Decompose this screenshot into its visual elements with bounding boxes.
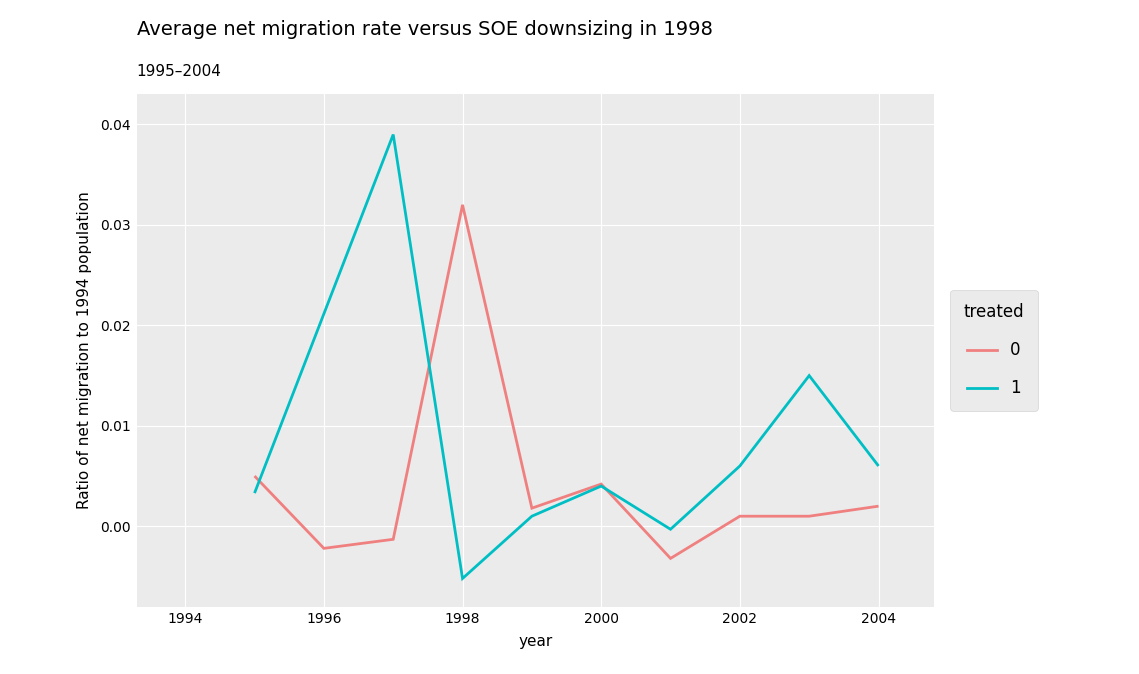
0 [664,554,678,562]
0 [595,480,608,488]
1 [525,512,539,520]
0 [871,502,885,510]
0 [317,545,330,553]
1 [386,131,400,139]
Line: 0: 0 [254,205,878,558]
1 [247,489,261,497]
1 [871,462,885,470]
1 [664,525,678,533]
0 [386,535,400,543]
0 [525,504,539,512]
1 [595,482,608,490]
1 [456,574,469,582]
0 [456,201,469,209]
Line: 1: 1 [254,135,878,578]
Text: Average net migration rate versus SOE downsizing in 1998: Average net migration rate versus SOE do… [137,20,713,39]
Legend: 0, 1: 0, 1 [950,290,1038,411]
0 [802,512,816,520]
0 [734,512,747,520]
1 [734,462,747,470]
0 [247,472,261,480]
X-axis label: year: year [518,634,552,650]
Y-axis label: Ratio of net migration to 1994 population: Ratio of net migration to 1994 populatio… [77,191,92,510]
1 [802,371,816,379]
Text: 1995–2004: 1995–2004 [137,64,222,79]
